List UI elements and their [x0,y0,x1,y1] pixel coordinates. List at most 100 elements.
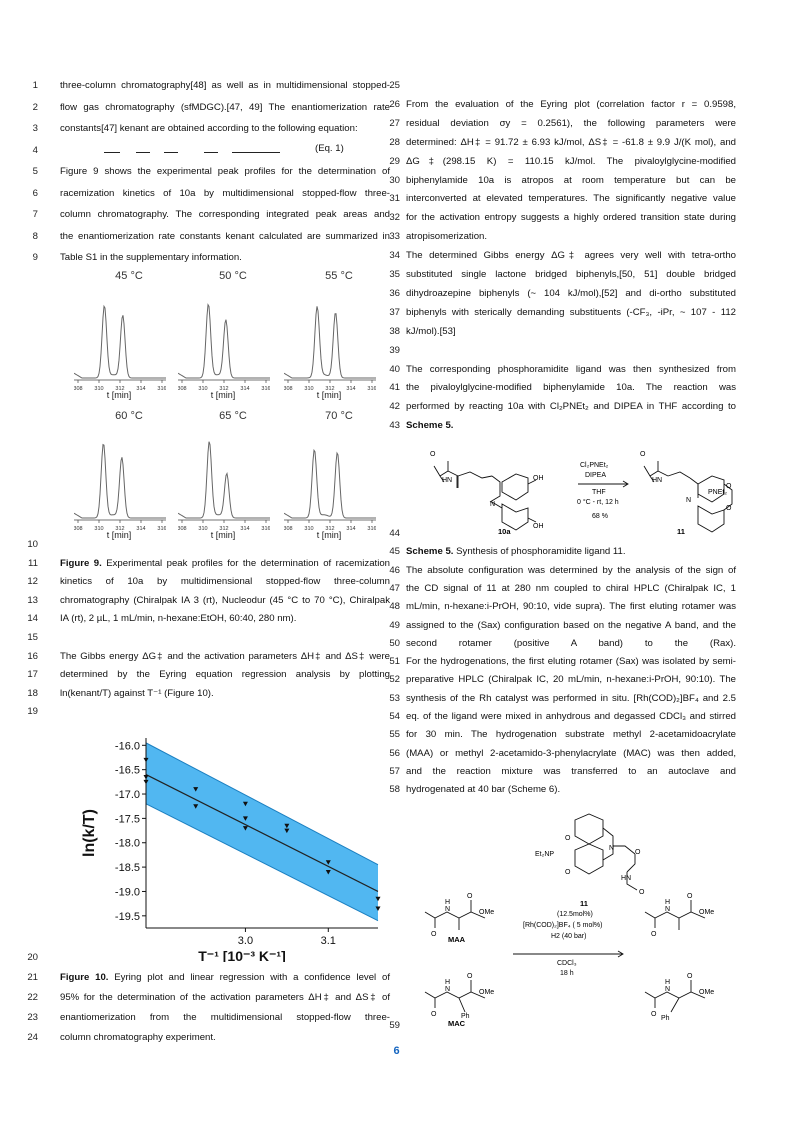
y-tick-label: -19.0 [115,886,140,898]
line-number: 36 [389,287,400,299]
svg-text:O: O [726,505,732,512]
text-line: biphenylamide 10a is atropos at room tem… [406,174,736,186]
svg-text:N: N [445,906,450,913]
x-axis-label: t [min] [316,390,342,400]
x-axis-label: t [min] [210,390,236,400]
peak-profile-plot: 308 310 312 314 316 [74,304,166,392]
x-tick-label: 308 [178,386,187,392]
equation-fraction-bar [232,152,280,153]
data-point [284,823,290,829]
line-number: 4 [32,144,38,156]
svg-text:OMe: OMe [699,909,714,916]
line-number: 19 [27,706,38,718]
line-number: 17 [27,669,38,681]
peak-profile-plot: 308 310 312 314 316 [74,443,166,532]
text-line: eq. of the ligand were mixed in anhydrou… [406,711,736,722]
line-number: 59 [389,1020,400,1031]
line-number: 3 [32,123,38,134]
x-tick-label: 310 [198,386,207,392]
line-number: 43 [389,420,400,432]
y-tick-label: -19.5 [115,911,140,923]
x-tick-label: 316 [261,386,270,392]
svg-text:OH: OH [533,475,544,482]
svg-text:O: O [431,1011,437,1018]
peak-panel-temperature: 60 °C [115,410,143,422]
text-line: mL/min, n-hexane:i-PrOH, 90:10, vide sup… [406,601,736,613]
peak-panel-temperature: 65 °C [219,410,247,422]
line-number: 18 [27,687,38,699]
compound-10a-label: 10a [498,527,511,536]
text-line: preparative HPLC (Chiralpak IC, 20 mL/mi… [406,674,736,686]
svg-text:N: N [490,501,495,508]
y-tick-label: -17.5 [115,813,140,825]
svg-text:H: H [445,899,450,906]
svg-text:O: O [726,483,732,490]
svg-text:OMe: OMe [479,909,494,916]
h2-pressure: H2 (40 bar) [551,933,586,940]
text-line: column chromatography experiment. [60,1032,216,1043]
scheme6-solvent: CDCl₃ [557,960,577,967]
x-tick-label: 308 [74,526,83,532]
scheme-6-hydrogenation: O Et₂NP O N O HN O H N O OMe O MAA 11 (1… [424,813,714,1028]
svg-text:N: N [665,986,670,993]
text-line: Figure 9 shows the experimental peak pro… [60,166,390,177]
scheme5-hn: HN [442,477,452,484]
line-number: 20 [27,952,38,963]
scheme5-reagent2: DIPEA [585,472,606,479]
line-number: 49 [389,619,400,631]
line-number: 44 [389,528,400,539]
text-line: kinetics of 10a by multidimensional stop… [60,576,390,588]
x-tick-label: 316 [157,386,166,392]
x-tick-label: 312 [115,386,124,392]
peak-panel-temperature: 50 °C [219,270,247,282]
text-line: synthesis of the Rh catalyst was perform… [406,692,736,704]
text-line: From the evaluation of the Eyring plot (… [406,98,736,110]
line-number: 50 [389,637,400,649]
line-number: 56 [389,747,400,759]
text-line: Table S1 in the supplementary informatio… [60,252,242,263]
text-line: Figure 10. Eyring plot and linear regres… [60,972,390,983]
line-number: 47 [389,582,400,594]
text-line: Scheme 5. Synthesis of phosphoramidite l… [406,546,626,558]
peak-trace [284,448,376,519]
line-number: 34 [389,250,400,262]
x-tick-label: 314 [346,526,355,532]
svg-text:HN: HN [621,875,631,882]
text-line: 95% for the determination of the activat… [60,992,390,1003]
x-tick-label: 312 [219,386,228,392]
text-line: IA (rt), 2 µL, 1 mL/min, n-hexane:EtOH, … [60,613,297,625]
y-axis-label: ln(k/T) [81,809,98,857]
line-number: 33 [389,231,400,243]
svg-text:O: O [430,451,436,458]
catalyst-loading: (12.5mol%) [557,911,593,918]
equation-fraction-bar [104,152,120,153]
peak-panel-temperature: 70 °C [325,410,353,422]
line-number: 13 [27,594,38,606]
line-number: 30 [389,174,400,186]
x-axis-label: t [min] [106,390,132,400]
svg-text:O: O [687,973,693,980]
svg-text:N: N [665,906,670,913]
svg-text:N: N [445,986,450,993]
scheme6-et2np: Et₂NP [535,851,554,858]
text-line: for 30 min. The hydrogenation substrate … [406,729,736,741]
line-number: 45 [389,546,400,558]
y-tick-label: -16.5 [115,765,140,777]
data-point [375,896,381,902]
svg-text:O: O [431,931,437,938]
line-number: 2 [32,101,38,113]
y-tick-label: -17.0 [115,789,140,801]
peak-trace [178,303,270,379]
text-line: The absolute configuration was determine… [406,564,736,576]
x-tick-label: 314 [136,386,145,392]
x-tick-label: 316 [367,386,376,392]
x-tick-label: 312 [325,386,334,392]
text-line: determined by the Eyring equation regres… [60,669,390,681]
x-axis-label: t [min] [316,530,342,540]
data-point [242,826,248,831]
x-tick-label: 314 [136,526,145,532]
svg-text:H: H [445,979,450,986]
line-number: 12 [27,576,38,588]
line-number: 42 [389,401,400,413]
x-tick-label: 312 [219,526,228,532]
